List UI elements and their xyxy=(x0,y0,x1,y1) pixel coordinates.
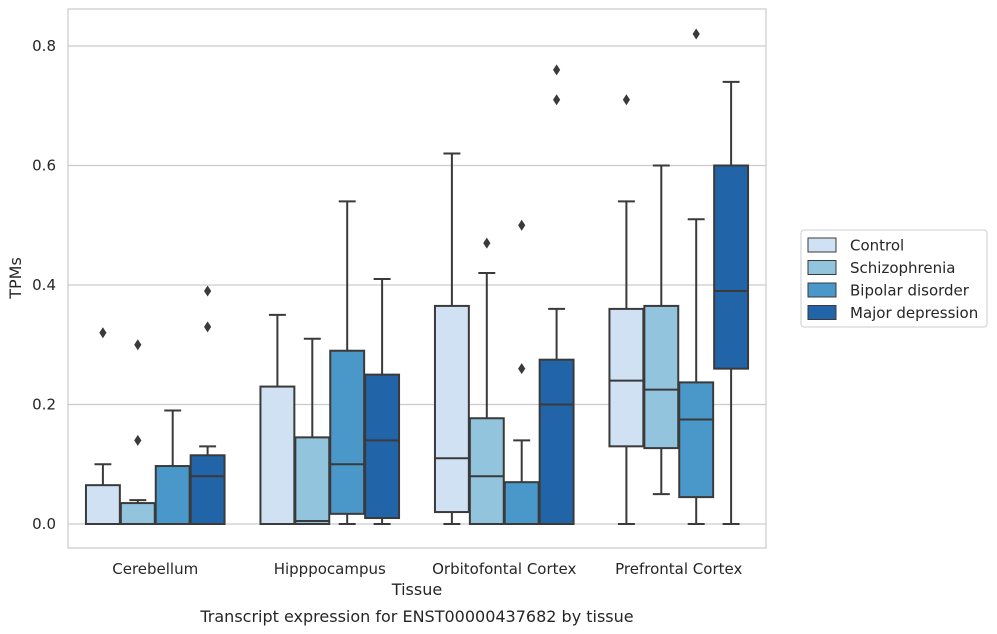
box-0-0 xyxy=(84,327,121,526)
boxes xyxy=(84,28,750,526)
box-3-0 xyxy=(608,94,645,525)
legend-label: Major depression xyxy=(850,304,978,322)
y-tick-label: 0.6 xyxy=(32,157,56,175)
plot-area-frame xyxy=(67,8,767,549)
x-tick-label: Prefrontal Cortex xyxy=(615,560,742,578)
box-iqr xyxy=(538,358,575,525)
box-1-3 xyxy=(364,278,401,525)
legend-swatch xyxy=(807,260,837,275)
outlier-point xyxy=(99,327,107,339)
box-3-3 xyxy=(713,80,750,525)
outlier-point xyxy=(553,64,561,76)
outlier-point xyxy=(204,285,212,297)
legend-label: Control xyxy=(850,237,904,255)
box-iqr xyxy=(364,373,401,520)
outlier-point xyxy=(134,339,142,351)
box-iqr xyxy=(119,502,156,525)
box-1-2 xyxy=(329,200,366,525)
box-2-2 xyxy=(503,219,540,525)
y-axis-tick-labels: 0.0 0.2 0.4 0.6 0.8 xyxy=(32,37,56,533)
box-iqr xyxy=(329,349,366,515)
box-2-1 xyxy=(468,237,505,525)
box-iqr xyxy=(189,454,226,526)
legend: Control Schizophrenia Bipolar disorder Majo… xyxy=(800,229,988,328)
outlier-point xyxy=(518,363,526,375)
outlier-point xyxy=(204,321,212,333)
box-iqr xyxy=(294,436,331,525)
box-iqr xyxy=(608,307,645,448)
outlier-point xyxy=(692,28,700,40)
box-3-1 xyxy=(643,164,680,496)
x-axis-tick-labels: Cerebellum Hipppocampus Orbitofontal Corte… xyxy=(112,560,742,578)
box-2-3 xyxy=(538,64,575,525)
box-0-1 xyxy=(119,339,156,525)
x-tick-label: Hipppocampus xyxy=(274,560,386,578)
box-iqr xyxy=(154,465,191,526)
figure-caption: Transcript expression for ENST0000043768… xyxy=(199,607,633,626)
y-tick-label: 0.8 xyxy=(32,37,56,55)
box-2-0 xyxy=(433,152,470,525)
legend-swatch xyxy=(807,237,837,253)
box-iqr xyxy=(713,164,750,370)
x-tick-label: Cerebellum xyxy=(112,560,198,578)
legend-label: Schizophrenia xyxy=(850,259,955,277)
y-tick-label: 0.2 xyxy=(32,396,56,414)
box-iqr xyxy=(433,304,470,514)
legend-frame xyxy=(800,229,988,328)
outlier-point xyxy=(134,434,142,446)
outlier-point xyxy=(553,94,561,106)
legend-swatch xyxy=(807,282,837,298)
box-iqr xyxy=(84,484,121,526)
outlier-point xyxy=(483,237,491,249)
x-axis-title: Tissue xyxy=(391,580,442,599)
outlier-point xyxy=(622,94,630,106)
x-tick-label: Orbitofontal Cortex xyxy=(432,560,576,578)
y-tick-label: 0.0 xyxy=(32,515,56,533)
box-iqr xyxy=(678,381,715,499)
legend-swatch xyxy=(807,305,837,320)
box-1-0 xyxy=(259,313,296,526)
box-3-2 xyxy=(678,28,715,525)
box-0-2 xyxy=(154,409,191,526)
outlier-point xyxy=(518,219,526,231)
y-tick-label: 0.4 xyxy=(32,276,56,294)
y-axis-title: TPMs xyxy=(6,257,25,300)
box-iqr xyxy=(259,385,296,526)
box-iqr xyxy=(468,417,505,525)
box-0-3 xyxy=(189,285,226,526)
box-1-1 xyxy=(294,337,331,525)
legend-items: Control Schizophrenia Bipolar disorder Majo… xyxy=(807,237,978,322)
box-iqr xyxy=(503,481,540,525)
legend-label: Bipolar disorder xyxy=(850,282,970,300)
box-iqr xyxy=(643,304,680,450)
